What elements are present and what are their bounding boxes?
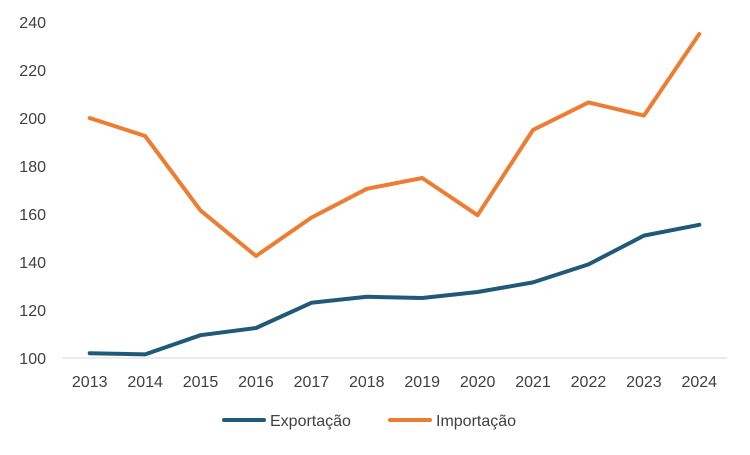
y-tick-label: 220 (19, 63, 46, 80)
x-tick-label: 2019 (404, 374, 440, 391)
series-line-importacao (87, 32, 702, 258)
x-tick-label: 2014 (127, 374, 163, 391)
x-tick-label: 2024 (681, 374, 717, 391)
x-tick-label: 2015 (183, 374, 219, 391)
x-tick-label: 2020 (460, 374, 496, 391)
y-tick-label: 180 (19, 159, 46, 176)
series-group (87, 32, 702, 357)
x-tick-label: 2017 (294, 374, 330, 391)
x-tick-label: 2016 (238, 374, 274, 391)
x-tick-label: 2021 (515, 374, 551, 391)
x-tick-label: 2022 (571, 374, 607, 391)
x-tick-label: 2023 (626, 374, 662, 391)
legend-label: Exportação (270, 413, 351, 430)
y-tick-label: 100 (19, 351, 46, 368)
y-tick-label: 140 (19, 255, 46, 272)
y-axis: 100 120 140 160 180 200 220 240 (19, 15, 46, 368)
y-tick-label: 120 (19, 303, 46, 320)
series-line-exportacao (87, 222, 702, 357)
legend-label: Importação (436, 413, 516, 430)
legend: Exportação Importação (222, 413, 516, 430)
x-axis: 2013 2014 2015 2016 2017 2018 2019 2020 2021 2022… (72, 374, 717, 391)
x-tick-label: 2018 (349, 374, 385, 391)
y-tick-label: 200 (19, 111, 46, 128)
y-tick-label: 160 (19, 207, 46, 224)
x-tick-label: 2013 (72, 374, 108, 391)
y-tick-label: 240 (19, 15, 46, 32)
